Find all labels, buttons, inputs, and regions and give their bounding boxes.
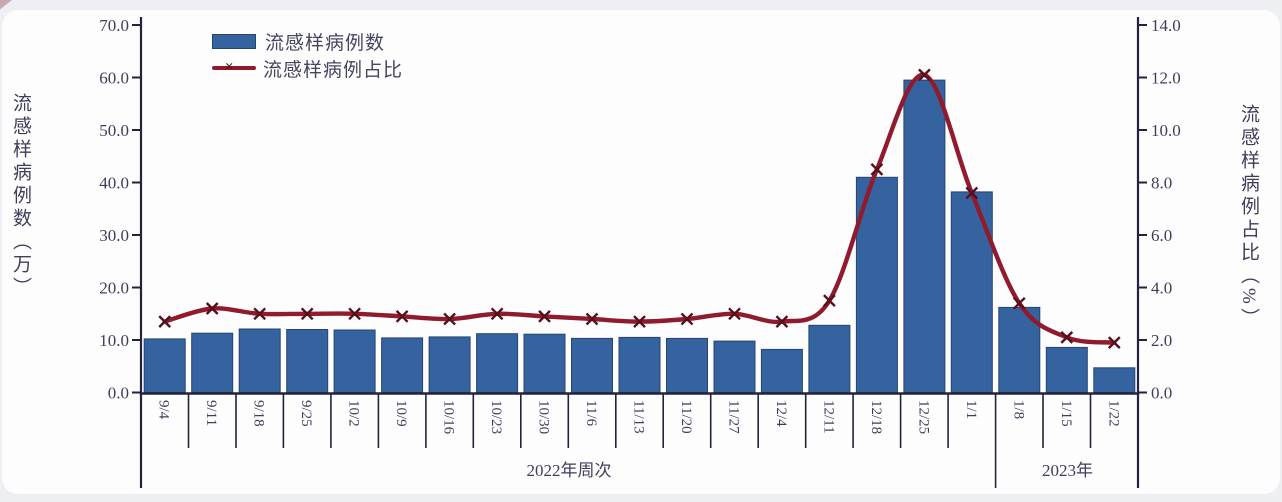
bar-11/13	[618, 336, 661, 393]
x-tick-label: 1/1	[963, 400, 979, 419]
right-tick-label: 12.0	[1151, 69, 1181, 88]
x-marker-icon-9/11	[205, 302, 219, 315]
legend-item-ratio: × 流感样病例占比	[212, 57, 404, 81]
x-marker-icon-9/18	[253, 307, 267, 321]
x-marker-icon-12/25	[918, 68, 931, 82]
x-tick-label: 12/4	[773, 400, 789, 427]
x-marker-icon-1/8	[1012, 296, 1026, 310]
x-group-label-2022: 2022年周次	[526, 461, 612, 480]
legend-item-cases: 流感样病例数	[212, 30, 403, 54]
left-tick-label: 40.0	[99, 174, 129, 193]
bar-1/22	[1093, 367, 1136, 393]
x-marker-icon-11/6	[585, 312, 599, 326]
x-group-label-2023: 2023年	[1042, 461, 1093, 480]
x-marker-icon-10/9	[395, 310, 409, 323]
right-tick-label: 2.0	[1151, 331, 1172, 350]
x-marker-icon-10/23	[490, 307, 504, 321]
bar-12/25	[903, 79, 946, 393]
right-tick-label: 4.0	[1151, 279, 1172, 298]
x-tick-label: 10/9	[393, 400, 409, 427]
legend-x-marker-icon: ×	[225, 59, 234, 75]
x-tick-label: 9/18	[251, 400, 267, 427]
x-marker-icon-12/11	[823, 294, 836, 307]
right-tick-label: 0.0	[1151, 384, 1172, 403]
x-marker-icon-1/15	[1060, 331, 1074, 344]
x-marker-icon-10/30	[538, 310, 551, 323]
x-marker-icon-12/4	[775, 315, 789, 328]
x-tick-label: 1/8	[1010, 400, 1026, 419]
legend-label-cases: 流感样病例数	[265, 32, 386, 54]
x-tick-label: 10/30	[536, 400, 552, 434]
x-tick-label: 10/2	[346, 400, 362, 427]
legend-bar-swatch-icon	[212, 33, 256, 49]
legend-line-swatch-icon: ×	[212, 59, 256, 75]
x-tick-label: 12/18	[868, 400, 884, 434]
bar-12/4	[760, 348, 803, 393]
bar-9/11	[191, 332, 234, 394]
x-marker-icon-12/18	[870, 163, 884, 176]
x-tick-label: 9/4	[156, 400, 172, 420]
legend: 流感样病例数 × 流感样病例占比	[212, 30, 403, 84]
right-tick-label: 6.0	[1151, 226, 1172, 245]
bar-11/6	[571, 337, 613, 393]
left-tick-label: 70.0	[99, 16, 129, 35]
x-tick-label: 11/13	[631, 400, 647, 434]
bar-1/15	[1045, 346, 1088, 393]
right-axis-title: 流感样病例占比（%）	[1238, 104, 1259, 331]
bar-9/4	[143, 338, 186, 393]
legend-label-ratio: 流感样病例占比	[263, 59, 404, 81]
x-tick-label: 10/16	[441, 400, 457, 435]
x-marker-icon-10/16	[443, 312, 456, 326]
x-tick-label: 9/25	[298, 400, 314, 427]
x-marker-icon-11/13	[633, 315, 646, 328]
bar-9/25	[286, 329, 329, 393]
x-tick-label: 1/15	[1058, 400, 1074, 427]
bar-10/9	[381, 337, 424, 393]
bar-10/16	[428, 336, 471, 393]
x-tick-label: 12/25	[915, 400, 931, 434]
left-tick-label: 60.0	[99, 69, 129, 88]
bar-1/1	[950, 191, 993, 393]
x-tick-label: 10/23	[488, 400, 504, 434]
x-marker-icon-11/20	[680, 312, 694, 326]
x-marker-icon-9/4	[158, 315, 172, 328]
right-tick-label: 10.0	[1151, 121, 1181, 140]
bar-9/18	[238, 328, 281, 393]
bar-11/27	[713, 340, 756, 394]
right-tick-label: 14.0	[1151, 16, 1181, 35]
bar-10/30	[523, 333, 566, 394]
x-marker-icon-11/27	[728, 307, 741, 321]
x-tick-label: 12/11	[820, 400, 836, 434]
line-series-path	[162, 72, 1117, 345]
x-tick-label: 11/20	[678, 400, 694, 434]
bar-12/11	[808, 324, 851, 393]
x-marker-icon-10/2	[348, 307, 361, 321]
x-tick-label: 11/27	[726, 400, 742, 434]
x-tick-label: 11/6	[583, 400, 599, 427]
bar-10/23	[476, 333, 519, 394]
left-tick-label: 20.0	[99, 279, 129, 298]
bar-11/20	[666, 337, 708, 393]
legend-line-stroke	[212, 66, 256, 70]
x-marker-icon-1/1	[965, 186, 979, 200]
chart-card	[2, 10, 1280, 494]
left-tick-label: 30.0	[99, 226, 129, 245]
x-marker-icon-1/22	[1107, 336, 1121, 349]
left-tick-label: 0.0	[108, 384, 129, 403]
left-tick-label: 10.0	[99, 331, 129, 350]
x-tick-label: 1/22	[1105, 400, 1121, 427]
x-marker-icon-9/25	[300, 307, 314, 321]
left-tick-label: 50.0	[99, 121, 129, 140]
right-tick-label: 8.0	[1151, 174, 1172, 193]
left-axis-title: 流感样病例数（万）	[10, 93, 31, 300]
bar-10/2	[333, 329, 376, 393]
x-tick-label: 9/11	[203, 400, 219, 426]
